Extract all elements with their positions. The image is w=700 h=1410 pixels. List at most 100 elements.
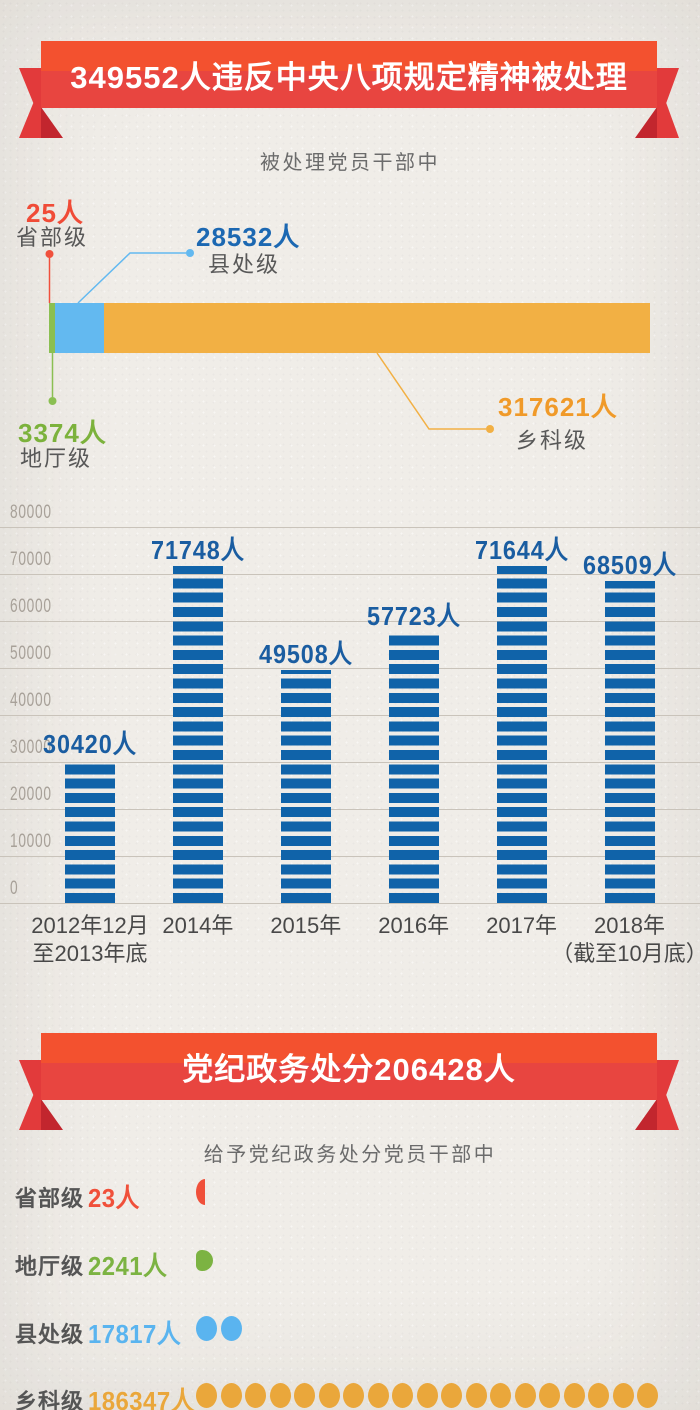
gridline-20000: [0, 809, 700, 810]
bar-value-label: 71644人: [474, 535, 569, 566]
gridline-40000: [0, 715, 700, 716]
dot-icon: [539, 1382, 560, 1408]
xianchuji-count: 28532人: [196, 222, 301, 252]
dot-icon: [490, 1382, 511, 1408]
banner-top-ribbon: 349552人违反中央八项规定精神被处理: [0, 41, 700, 141]
stacked-chart-subtitle: 被处理党员干部中: [260, 152, 440, 174]
bar-value-label: 30420人: [43, 729, 137, 760]
xianchuji-label: 县处级: [208, 252, 281, 277]
x-tick-label: 2016年: [378, 913, 450, 938]
dot-row-count: 23人: [88, 1183, 140, 1213]
x-tick-label: 2012年12月 至2013年底: [31, 913, 149, 966]
dot-icon: [392, 1382, 413, 1408]
leader-lines-layer: [45, 249, 494, 433]
segment-乡科级: [103, 303, 650, 353]
x-tick-label: 2017年: [486, 913, 558, 938]
dot-icon: [245, 1382, 266, 1408]
dot-row-label: 地厅级: [15, 1254, 85, 1279]
dot-row-地厅级: 地厅级 2241人: [0, 1246, 700, 1281]
dot-row-label: 乡科级: [15, 1389, 85, 1410]
y-tick-label: 50000: [10, 643, 52, 664]
banner-top-title: 349552人违反中央八项规定精神被处理: [70, 60, 628, 95]
y-tick-label: 80000: [10, 502, 52, 523]
gridline-50000: [0, 668, 700, 669]
dot-row-乡科级: 乡科级 186347人: [0, 1381, 700, 1410]
leader-line-xiangkeji: [376, 352, 486, 430]
leader-dot-shengbuji: [45, 250, 54, 258]
bar-value-label: 68509人: [582, 550, 677, 580]
bar-2014年: [172, 565, 223, 903]
bar-value-label: 49508人: [258, 639, 353, 670]
y-tick-label: 10000: [10, 831, 52, 852]
bar-2015年: [280, 670, 331, 903]
bar-2016年: [388, 631, 439, 903]
leader-dot-ditingji: [48, 397, 57, 405]
dot-icon: [220, 1315, 242, 1341]
gridline-70000: [0, 574, 700, 575]
dot-icon: [269, 1382, 291, 1408]
xiangkeji-count: 317621人: [498, 392, 618, 422]
dot-row-label: 省部级: [15, 1186, 85, 1211]
leader-line-xianchuji: [77, 252, 186, 304]
y-tick-label: 60000: [10, 596, 52, 617]
ditingji-label: 地厅级: [20, 446, 93, 471]
bar-value-label: 71748人: [150, 534, 245, 565]
shengbuji-count: 25人: [26, 198, 84, 228]
segment-县处级: [54, 303, 104, 353]
xiangkeji-label: 乡科级: [516, 428, 589, 453]
ribbon-band: 党纪政务处分206428人: [41, 1033, 657, 1100]
y-tick-label: 30000: [10, 737, 52, 758]
yearly-bar-chart: 0 10000 20000 30000 40000 50000 60000 70000 8000…: [0, 502, 700, 966]
dot-icon: [294, 1382, 315, 1408]
ribbon-band: 349552人违反中央八项规定精神被处理: [41, 41, 657, 108]
gridline-10000: [0, 856, 700, 857]
dot-row-县处级: 县处级 17817人: [0, 1314, 700, 1349]
dot-row-dots: [196, 1178, 205, 1206]
dot-icon: [563, 1382, 585, 1408]
dot-row-省部级: 省部级 23人: [0, 1178, 700, 1213]
shengbuji-label: 省部级: [16, 225, 89, 250]
dot-icon: [441, 1382, 462, 1408]
dot-icon: [196, 1179, 205, 1205]
dot-row-count: 2241人: [88, 1251, 168, 1281]
dot-icon: [220, 1382, 242, 1408]
dot-row-dots: [196, 1314, 245, 1342]
y-tick-label: 0: [10, 878, 19, 899]
dot-rows-subtitle: 给予党纪政务处分党员干部中: [203, 1144, 497, 1166]
x-tick-label: 2018年 （截至10月底）: [551, 913, 700, 966]
dot-icon: [416, 1382, 438, 1408]
dot-row-count: 186347人: [88, 1386, 195, 1410]
x-tick-label: 2014年: [162, 913, 234, 938]
x-tick-label: 2015年: [270, 913, 342, 938]
leader-dot-xianchuji: [186, 249, 194, 257]
banner-bottom-title: 党纪政务处分206428人: [182, 1052, 516, 1087]
dot-icon: [367, 1382, 389, 1408]
gridline-60000: [0, 621, 700, 622]
dot-row-dots: [196, 1381, 662, 1409]
stacked-bar: [49, 303, 650, 353]
dot-icon: [465, 1382, 487, 1408]
dot-row-count: 17817人: [88, 1319, 182, 1349]
bar-2012年12月: [65, 760, 115, 903]
gridline-30000: [0, 762, 700, 763]
bar-2018年: [604, 581, 655, 903]
dot-icon: [514, 1382, 536, 1408]
y-tick-label: 40000: [10, 690, 52, 711]
dot-row-dots: [196, 1246, 213, 1274]
dot-icon: [196, 1315, 217, 1341]
dot-icon: [343, 1382, 364, 1408]
dot-icon: [196, 1382, 217, 1408]
dot-icon: [612, 1382, 634, 1408]
bar-value-label: 57723人: [366, 600, 461, 631]
banner-bottom-ribbon: 党纪政务处分206428人: [0, 1033, 700, 1133]
segment-地厅级: [49, 303, 55, 353]
leader-dot-xiangkeji: [486, 425, 494, 433]
dot-icon: [318, 1382, 340, 1408]
dot-icon: [196, 1249, 213, 1271]
dot-row-label: 县处级: [15, 1322, 85, 1347]
bar-2017年: [496, 566, 547, 903]
gridline-80000: [0, 527, 700, 528]
dot-icon: [637, 1382, 658, 1408]
ditingji-count: 3374人: [18, 418, 107, 448]
